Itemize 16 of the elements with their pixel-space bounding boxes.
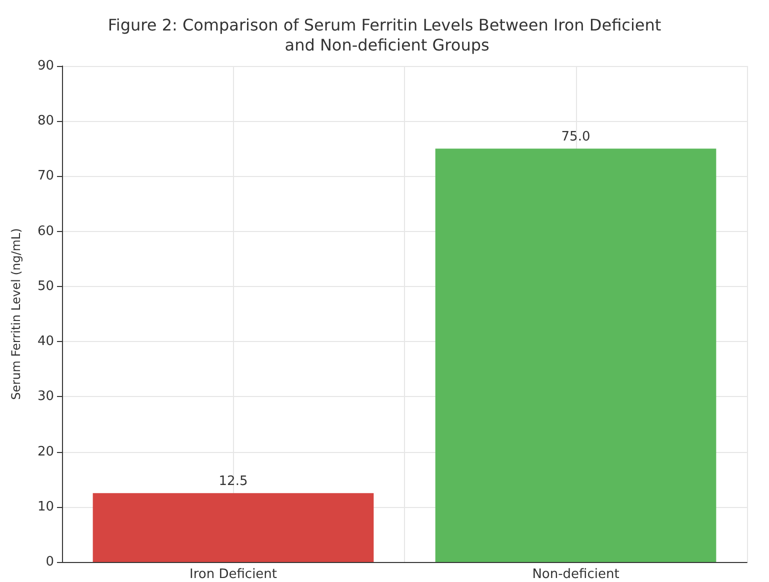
y-tick-label: 90 bbox=[37, 58, 54, 74]
data-label: 12.5 bbox=[218, 474, 248, 490]
y-tick-label: 10 bbox=[37, 499, 54, 514]
y-tick-label: 80 bbox=[37, 114, 54, 129]
y-tick-label: 40 bbox=[37, 334, 54, 350]
chart-title: Figure 2: Comparison of Serum Ferritin Levels Between Iron Deficient and Non-deficient Groups bbox=[108, 16, 662, 54]
y-axis-title: Serum Ferritin Level (ng/mL) bbox=[9, 228, 23, 400]
x-tick-label: Iron Deficient bbox=[189, 567, 278, 582]
y-tick-label: 30 bbox=[37, 389, 54, 404]
y-tick-label: 60 bbox=[37, 224, 54, 239]
y-tick-label: 70 bbox=[37, 168, 54, 184]
y-tick-label: 20 bbox=[37, 444, 54, 460]
x-tick-label: Non-deficient bbox=[532, 567, 620, 582]
y-tick-label: 0 bbox=[46, 554, 54, 570]
data-label: 75.0 bbox=[561, 130, 590, 145]
y-tick-label: 50 bbox=[37, 278, 54, 294]
